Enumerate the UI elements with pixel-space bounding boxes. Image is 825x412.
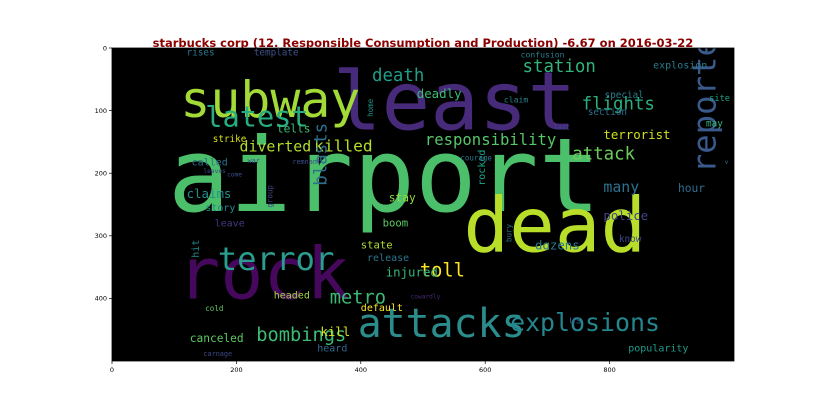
word-airport: airport: [168, 117, 600, 236]
x-tick-label: 0: [110, 366, 114, 374]
word-injured: injured: [386, 264, 438, 279]
word-least: least: [333, 55, 577, 149]
word-know: know: [619, 234, 642, 245]
word-headed: headed: [274, 290, 310, 301]
word-section: section: [588, 107, 627, 118]
word-cowardly: cowardly: [411, 293, 441, 300]
word-called: called: [192, 158, 228, 169]
word-state: state: [361, 239, 393, 251]
y-tick-label: 400: [95, 295, 107, 303]
word-metro: metro: [330, 287, 386, 308]
word-reported: reported: [685, 48, 723, 173]
x-tick-label: 800: [603, 366, 615, 374]
word-dead: dead: [463, 181, 646, 269]
word-claim: claim: [504, 94, 528, 104]
word-station: station: [523, 57, 596, 77]
word-responsibility: responsibility: [425, 131, 556, 149]
word-many: many: [603, 178, 639, 196]
word-carnage: carnage: [203, 350, 232, 358]
word-story: story: [205, 203, 235, 214]
word-latest: latest: [205, 99, 308, 133]
word-come: come: [227, 171, 242, 178]
y-tick-label: 0: [103, 44, 107, 52]
word-remnant: remnant: [292, 158, 321, 166]
word-diverted: diverted: [240, 137, 312, 155]
word-rises: rises: [187, 48, 215, 59]
word-war: war: [248, 157, 260, 165]
word-default: default: [361, 303, 403, 314]
word-leave: leave: [215, 218, 245, 229]
word-strike: strike: [213, 134, 247, 145]
word-v: v: [725, 159, 729, 166]
word-terror: terror: [218, 240, 335, 278]
word-attack: attack: [572, 144, 635, 164]
word-claims: claims: [187, 186, 232, 201]
word-rocked: rocked: [477, 150, 488, 186]
word-special: special: [605, 90, 644, 101]
word-dozens: dozens: [535, 238, 580, 253]
word-last: last: [554, 123, 570, 131]
word-popularity: popularity: [628, 344, 688, 355]
word-may: may: [706, 118, 723, 129]
word-kill: kill: [320, 324, 350, 339]
y-tick-label: 300: [95, 232, 107, 240]
word-rock: rock: [177, 232, 349, 315]
x-tick-label: 200: [230, 366, 242, 374]
word-police: police: [603, 208, 648, 223]
chart-title: starbucks corp (12. Responsible Consumpt…: [152, 36, 694, 50]
word-group: group: [265, 185, 274, 208]
word-cold: cold: [205, 304, 223, 313]
word-attacks: attacks: [358, 301, 526, 347]
x-tick-label: 600: [479, 366, 491, 374]
y-tick-label: 100: [95, 107, 107, 115]
word-hour: hour: [678, 182, 705, 195]
word-explosion: explosion: [653, 61, 707, 72]
word-leaves: leaves: [203, 168, 226, 175]
word-toll: toll: [420, 260, 465, 281]
word-confusion: confusion: [521, 49, 565, 59]
word-bombings: bombings: [256, 325, 346, 346]
word-killed: killed: [314, 136, 372, 155]
word-release: release: [367, 253, 409, 264]
word-home: home: [366, 98, 375, 117]
word-tells: tells: [277, 123, 311, 136]
word-courage: courage: [460, 154, 492, 163]
word-subway: subway: [180, 71, 360, 129]
word-template: template: [254, 48, 299, 59]
word-bury: bury: [504, 224, 513, 243]
word-terrorist: terrorist: [603, 127, 670, 142]
word-boom: boom: [383, 217, 409, 229]
word-flights: flights: [582, 94, 655, 114]
plot-frame: [111, 47, 735, 362]
word-explosions: explosions: [510, 308, 660, 337]
word-canceled: canceled: [190, 332, 244, 345]
word-us: us: [569, 314, 582, 326]
word-blasts: blasts: [312, 123, 332, 186]
word-stay: stay: [389, 191, 416, 204]
word-death: death: [372, 66, 424, 86]
word-site: site: [709, 94, 730, 104]
plot-area: airport least dead rock subway attacks reporte…: [112, 48, 734, 361]
word-hit: hit: [191, 240, 202, 258]
word-deadly: deadly: [417, 86, 462, 101]
y-tick-label: 200: [95, 170, 107, 178]
x-tick-label: 400: [355, 366, 367, 374]
word-heard: heard: [317, 344, 347, 355]
